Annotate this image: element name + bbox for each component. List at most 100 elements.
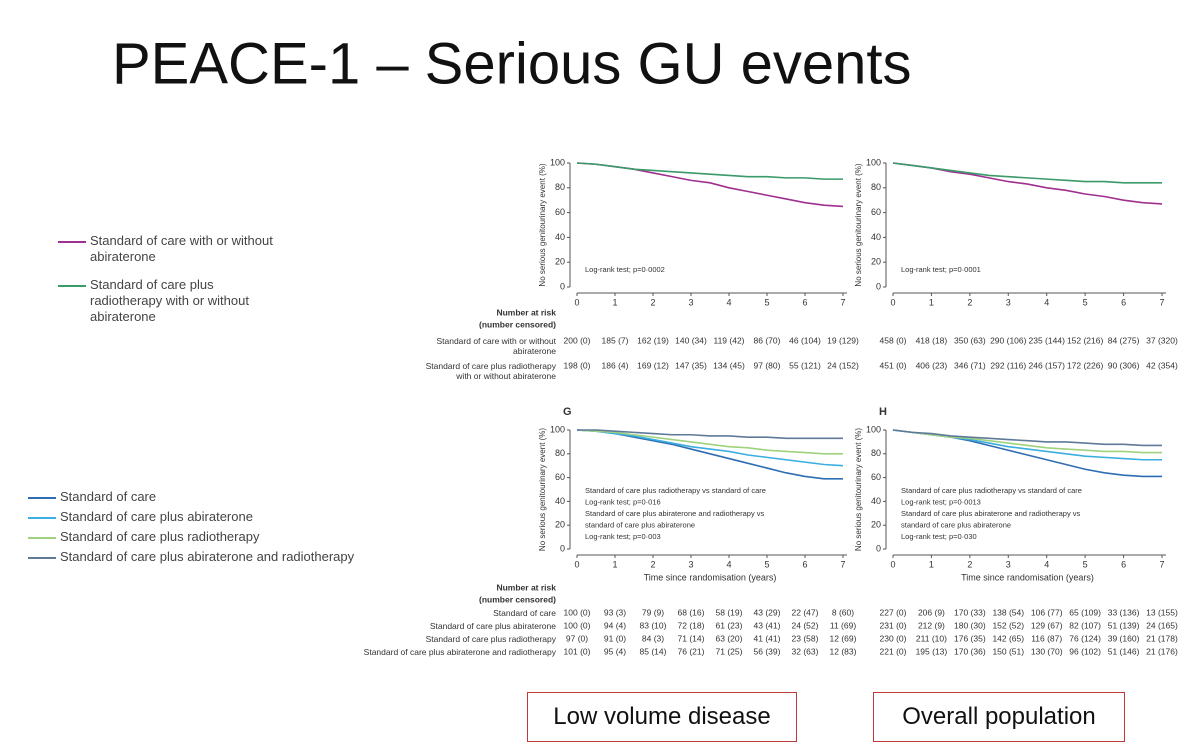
risk-cell: 11 (69): [830, 620, 856, 630]
risk-cell: 130 (70): [1031, 646, 1063, 656]
risk-cell: 172 (226): [1067, 360, 1104, 370]
y-axis-label: No serious genitourinary event (%): [854, 163, 863, 287]
y-tick-label: 40: [555, 496, 565, 506]
y-axis-label: No serious genitourinary event (%): [538, 428, 547, 552]
risk-cell: 212 (9): [918, 620, 945, 630]
x-tick-label: 5: [764, 297, 769, 307]
risk-cell: 406 (23): [916, 360, 948, 370]
risk-cell: 350 (63): [954, 335, 986, 345]
y-tick-label: 40: [871, 232, 881, 242]
legend-item: Standard of care plus radiotherapy with …: [58, 277, 288, 325]
risk-cell: 93 (3): [604, 607, 626, 617]
annotation: Standard of care plus abiraterone and ra…: [585, 509, 765, 518]
x-tick-label: 0: [890, 297, 895, 307]
risk-cell: 55 (121): [789, 360, 821, 370]
risk-cell: 134 (45): [713, 360, 745, 370]
risk-cell: 39 (160): [1108, 633, 1140, 643]
x-tick-label: 2: [967, 559, 972, 569]
panel-letter: G: [563, 406, 572, 418]
y-tick-label: 0: [560, 281, 565, 291]
y-tick-label: 0: [560, 543, 565, 553]
risk-cell: 72 (18): [678, 620, 705, 630]
legend-item: Standard of care plus abiraterone and ra…: [28, 549, 388, 565]
y-tick-label: 60: [871, 472, 881, 482]
risk-cell: 51 (139): [1108, 620, 1140, 630]
x-tick-label: 4: [1044, 297, 1049, 307]
survival-curve: [892, 429, 1162, 447]
annotation: standard of care plus abiraterone: [901, 520, 1011, 529]
x-tick-label: 2: [650, 297, 655, 307]
risk-cell: 221 (0): [880, 646, 907, 656]
risk-cell: 185 (7): [602, 335, 629, 345]
survival-curve: [577, 429, 843, 440]
risk-cell: 246 (157): [1029, 360, 1066, 370]
risk-cell: 83 (10): [640, 620, 667, 630]
survival-curve: [576, 162, 844, 208]
x-tick-label: 6: [802, 559, 807, 569]
y-tick-label: 80: [871, 182, 881, 192]
x-tick-label: 2: [967, 297, 972, 307]
annotation: Log-rank test; p=0·003: [585, 532, 661, 541]
risk-cell: 96 (102): [1069, 646, 1101, 656]
annotation: Standard of care plus abiraterone and ra…: [901, 509, 1081, 518]
x-tick-label: 6: [1121, 559, 1126, 569]
risk-cell: 21 (178): [1146, 633, 1178, 643]
risk-cell: 22 (47): [792, 607, 819, 617]
x-tick-label: 1: [612, 297, 617, 307]
risk-cell: 451 (0): [880, 360, 907, 370]
x-tick-label: 5: [1083, 297, 1088, 307]
x-tick-label: 7: [840, 297, 845, 307]
risk-cell: 138 (54): [992, 607, 1024, 617]
risk-cell: 58 (19): [716, 607, 743, 617]
risk-cell: 43 (41): [754, 620, 781, 630]
risk-cell: 170 (36): [954, 646, 986, 656]
risk-cell: 152 (52): [992, 620, 1024, 630]
risk-row-label: Standard of care: [493, 608, 556, 618]
x-tick-label: 5: [1083, 559, 1088, 569]
risk-cell: 176 (35): [954, 633, 986, 643]
x-tick-label: 4: [1044, 559, 1049, 569]
risk-cell: 8 (60): [832, 607, 854, 617]
risk-cell: 200 (0): [564, 335, 591, 345]
legend-label: Standard of care plus radiotherapy with …: [90, 277, 249, 324]
x-tick-label: 1: [929, 559, 934, 569]
risk-cell: 292 (116): [990, 360, 1026, 370]
risk-cell: 68 (16): [678, 607, 705, 617]
risk-cell: 24 (52): [792, 620, 819, 630]
risk-cell: 290 (106): [990, 335, 1027, 345]
risk-cell: 116 (87): [1031, 633, 1062, 643]
survival-curve: [892, 429, 1162, 454]
y-tick-label: 20: [555, 257, 565, 267]
risk-cell: 106 (77): [1031, 607, 1063, 617]
risk-cell: 91 (0): [604, 633, 626, 643]
risk-row-label: Standard of care plus radiotherapy with …: [425, 361, 556, 381]
slide-title: PEACE-1 – Serious GU events: [112, 31, 911, 96]
y-tick-label: 0: [876, 543, 881, 553]
risk-cell: 46 (104): [789, 335, 821, 345]
risk-cell: 142 (65): [992, 633, 1024, 643]
risk-cell: 169 (12): [637, 360, 669, 370]
risk-row-label: Standard of care plus abiraterone and ra…: [363, 647, 556, 657]
x-tick-label: 1: [612, 559, 617, 569]
risk-cell: 100 (0): [564, 607, 591, 617]
risk-cell: 198 (0): [564, 360, 591, 370]
survival-curve: [892, 429, 1162, 478]
x-tick-label: 4: [726, 297, 731, 307]
annotation: Standard of care plus radiotherapy vs st…: [901, 486, 1082, 495]
legend-item: Standard of care with or without abirate…: [58, 233, 288, 265]
y-tick-label: 80: [555, 182, 565, 192]
y-tick-label: 100: [550, 157, 565, 167]
risk-cell: 119 (42): [713, 335, 744, 345]
y-tick-label: 60: [555, 472, 565, 482]
y-tick-label: 80: [871, 448, 881, 458]
legend-swatch: [28, 517, 56, 519]
x-tick-label: 1: [929, 297, 934, 307]
risk-header: (number censored): [479, 319, 556, 329]
survival-curve: [576, 429, 843, 480]
x-tick-label: 5: [764, 559, 769, 569]
y-tick-label: 60: [871, 207, 881, 217]
y-tick-label: 40: [871, 496, 881, 506]
risk-cell: 129 (67): [1031, 620, 1063, 630]
risk-cell: 227 (0): [880, 607, 907, 617]
x-tick-label: 6: [802, 297, 807, 307]
